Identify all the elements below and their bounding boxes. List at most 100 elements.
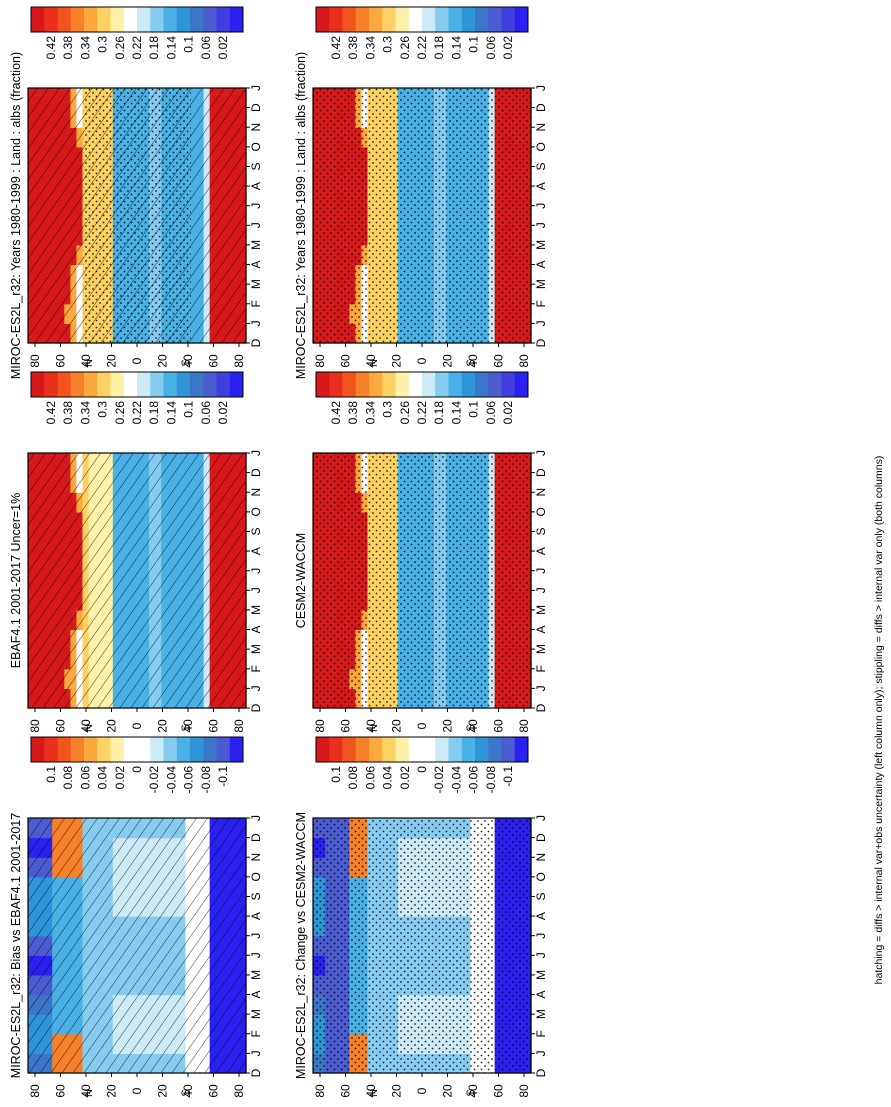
colorbar-label: 0.22 bbox=[130, 36, 144, 60]
colorbar-swatch bbox=[408, 737, 423, 762]
month-label: M bbox=[249, 240, 263, 250]
colorbar: 0.42 0.38 0.34 0.3 0.26 0.22 0.18 0.14 0.1 0.06 0.… bbox=[30, 6, 244, 60]
colorbar-swatch bbox=[84, 7, 98, 32]
lat-label: 80 bbox=[313, 719, 327, 733]
panel-p1: D J F M A M J J A S O N D J 80 60 40 20 0 20 40 60 80 N S MIROC-E… bbox=[9, 6, 263, 379]
colorbar-frame bbox=[30, 6, 244, 33]
panel-title: MIROC-ES2L_r32: Years 1980-1999 : Land :… bbox=[294, 52, 308, 379]
month-label: D bbox=[534, 833, 548, 842]
lat-axis: 80 60 40 20 0 20 40 60 80 N S bbox=[313, 343, 531, 368]
lat-label: 0 bbox=[415, 1087, 429, 1094]
colorbar-label: 0.42 bbox=[329, 401, 343, 425]
colorbar-label: 0.38 bbox=[61, 401, 75, 425]
colorbar-label: 0.02 bbox=[216, 36, 230, 60]
month-label: M bbox=[249, 605, 263, 615]
colorbar-swatch bbox=[382, 372, 396, 397]
colorbar-label: 0.34 bbox=[363, 401, 377, 425]
month-label: M bbox=[249, 1009, 263, 1019]
lat-label: 60 bbox=[54, 354, 68, 368]
colorbar-swatch bbox=[382, 7, 396, 32]
footer-note: hatching = diffs > internal var+obs unce… bbox=[873, 456, 885, 985]
month-label: D bbox=[534, 1068, 548, 1077]
month-label: J bbox=[249, 203, 263, 209]
colorbar-swatch bbox=[163, 737, 178, 762]
colorbar-label: 0.1 bbox=[467, 36, 481, 53]
colorbar-label: 0.14 bbox=[164, 401, 178, 425]
month-label: A bbox=[249, 547, 263, 555]
lat-label: 20 bbox=[441, 354, 455, 368]
month-label: D bbox=[249, 833, 263, 842]
month-label: N bbox=[534, 853, 548, 862]
lat-label: 40 bbox=[364, 1084, 378, 1098]
month-label: N bbox=[534, 123, 548, 132]
month-label: A bbox=[534, 261, 548, 269]
lat-axis: 80 60 40 20 0 20 40 60 80 N S bbox=[28, 343, 246, 368]
month-label: S bbox=[534, 892, 548, 900]
lat-axis: 80 60 40 20 0 20 40 60 80 N S bbox=[313, 708, 531, 733]
hemisphere-n-label: N bbox=[368, 359, 380, 367]
lat-label: 40 bbox=[466, 354, 480, 368]
month-label: M bbox=[534, 644, 548, 654]
lat-axis: 80 60 40 20 0 20 40 60 80 N S bbox=[28, 1073, 246, 1098]
colorbar-label: 0.18 bbox=[432, 36, 446, 60]
colorbar-swatch bbox=[342, 737, 357, 762]
month-axis: D J F M A M J J A S O N D J bbox=[246, 815, 263, 1077]
colorbar-swatch bbox=[216, 737, 231, 762]
colorbar-swatch bbox=[408, 7, 423, 32]
month-label: O bbox=[534, 507, 548, 516]
colorbar-swatch bbox=[176, 737, 191, 762]
colorbar-label: 0.42 bbox=[44, 401, 58, 425]
lat-label: 80 bbox=[28, 354, 42, 368]
colorbar-swatch bbox=[44, 372, 58, 397]
hemisphere-s-label: S bbox=[465, 1089, 477, 1096]
colorbar-swatch bbox=[395, 372, 410, 397]
colorbar-swatch bbox=[137, 7, 151, 32]
month-label: D bbox=[534, 103, 548, 112]
colorbar-label: 0.06 bbox=[199, 401, 213, 425]
month-label: J bbox=[534, 320, 548, 326]
colorbar-label: 0 bbox=[130, 766, 144, 773]
colorbar: 0.42 0.38 0.34 0.3 0.26 0.22 0.18 0.14 0.1 0.06 0.… bbox=[315, 6, 529, 60]
colorbar-swatch bbox=[84, 737, 98, 762]
month-label: A bbox=[534, 991, 548, 999]
colorbar-label: 0.26 bbox=[398, 401, 412, 425]
colorbar-label: 0.3 bbox=[381, 401, 395, 418]
colorbar-label: 0.08 bbox=[346, 766, 360, 790]
month-label: J bbox=[249, 587, 263, 593]
month-label: J bbox=[249, 222, 263, 228]
month-label: J bbox=[534, 203, 548, 209]
hemisphere-s-label: S bbox=[465, 724, 477, 731]
colorbar-swatch bbox=[203, 7, 217, 32]
lat-label: 80 bbox=[517, 1084, 531, 1098]
colorbar-swatch bbox=[31, 372, 45, 397]
month-label: O bbox=[249, 872, 263, 881]
month-label: A bbox=[249, 626, 263, 634]
month-label: N bbox=[249, 123, 263, 132]
stippling-overlay bbox=[313, 818, 531, 1073]
lat-label: 60 bbox=[339, 354, 353, 368]
colorbar-swatch bbox=[57, 737, 72, 762]
lat-label: 60 bbox=[492, 354, 506, 368]
colorbar-label: 0.42 bbox=[329, 36, 343, 60]
panel-p6: D J F M A M J J A S O N D J 80 60 40 20 0 20 40 60 80 N S MIROC-E… bbox=[294, 736, 548, 1098]
lat-label: 40 bbox=[466, 1084, 480, 1098]
colorbar-swatch bbox=[342, 7, 357, 32]
colorbar-swatch bbox=[57, 7, 72, 32]
panel-p3: D J F M A M J J A S O N D J 80 60 40 20 0 20 40 60 80 N S EBAF4.1… bbox=[9, 371, 263, 733]
lat-label: 60 bbox=[54, 1084, 68, 1098]
hemisphere-s-label: S bbox=[180, 724, 192, 731]
colorbar-label: 0.18 bbox=[432, 401, 446, 425]
colorbar-swatch bbox=[475, 7, 489, 32]
colorbar-label: 0.26 bbox=[113, 401, 127, 425]
month-label: O bbox=[534, 872, 548, 881]
colorbar-label: 0.08 bbox=[61, 766, 75, 790]
colorbar-swatch bbox=[501, 7, 516, 32]
month-axis: D J F M A M J J A S O N D J bbox=[246, 85, 263, 347]
lat-axis: 80 60 40 20 0 20 40 60 80 N S bbox=[313, 1073, 531, 1098]
colorbar-label: 0.02 bbox=[398, 766, 412, 790]
colorbar-label: 0.14 bbox=[449, 36, 463, 60]
colorbar-label: 0.04 bbox=[381, 766, 395, 790]
colorbar-frame bbox=[315, 371, 529, 398]
month-axis: D J F M A M J J A S O N D J bbox=[531, 85, 548, 347]
colorbar-swatch bbox=[70, 737, 85, 762]
